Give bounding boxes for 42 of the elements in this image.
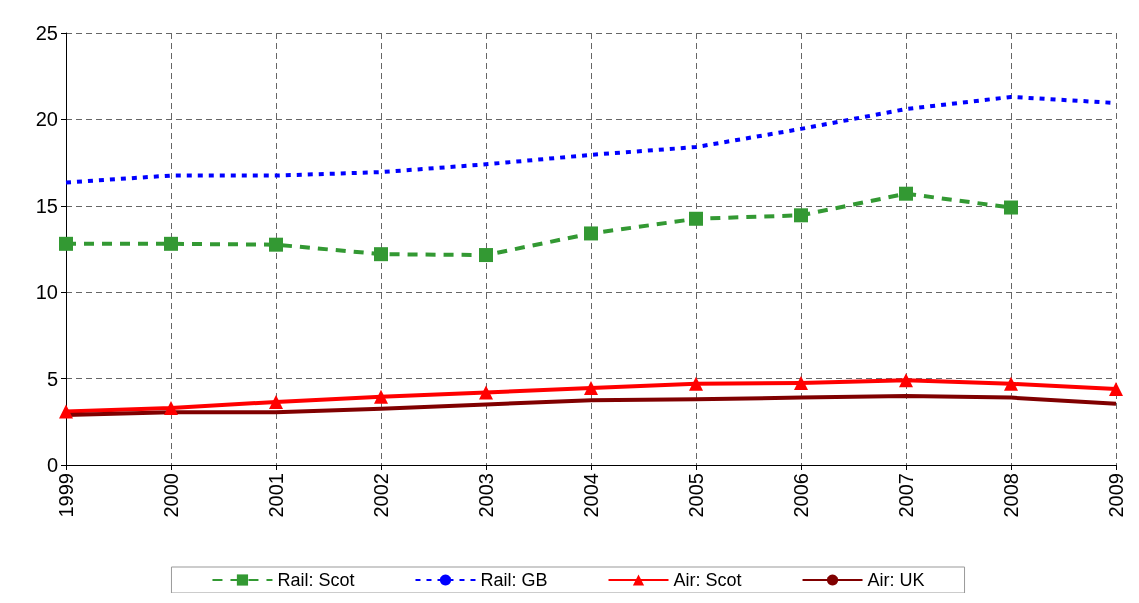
y-tick-label: 20 [35,108,58,131]
point [689,211,703,226]
legend-label: Rail: GB [480,570,548,590]
point [59,236,73,251]
x-tick-label: 2000 [160,473,182,518]
point [584,381,598,396]
legend-label: Air: UK [867,570,925,590]
point [164,236,178,251]
x-tick-label: 2002 [370,473,392,518]
legend-label: Rail: Scot [277,570,355,590]
y-tick-label: 10 [35,281,58,304]
point [374,389,388,404]
point [689,376,703,391]
point [479,248,493,263]
point [899,186,913,201]
x-tick-label: 2003 [475,473,497,518]
point [164,400,178,415]
point [59,404,73,419]
x-tick-label: 2008 [1000,473,1022,518]
x-tick-label: 2007 [895,473,917,518]
point [269,394,283,409]
y-tick-label: 15 [35,194,58,217]
point [794,375,808,390]
point [584,226,598,241]
y-tick-label: 5 [46,367,58,390]
point [1004,200,1018,215]
legend-label: Air: Scot [673,570,742,590]
point [269,237,283,252]
x-tick-label: 2001 [265,473,287,518]
point [899,373,913,388]
x-tick-label: 2006 [790,473,812,518]
point [1004,376,1018,391]
x-tick-label: 2005 [685,473,707,518]
x-tick-label: 2004 [580,473,602,518]
y-tick-label: 25 [35,22,58,44]
x-tick-label: 2009 [1105,473,1127,518]
y-tick-label: 0 [46,454,58,476]
point [1109,381,1123,396]
point [794,208,808,223]
x-tick-label: 1999 [55,473,77,518]
point [374,247,388,262]
point [479,385,493,400]
